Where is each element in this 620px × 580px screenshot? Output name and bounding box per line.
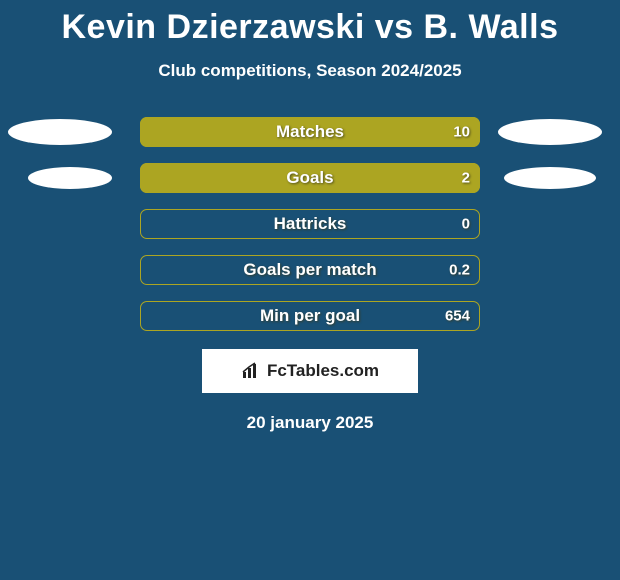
stat-row: Min per goal 654 xyxy=(0,301,620,331)
stat-row: Goals 2 xyxy=(0,163,620,193)
player-a-name: Kevin Dzierzawski xyxy=(61,8,364,46)
stats-area: Matches 10 Goals 2 Hattricks 0 xyxy=(0,117,620,331)
stat-row: Hattricks 0 xyxy=(0,209,620,239)
stat-value: 654 xyxy=(445,308,470,325)
stat-label: Matches xyxy=(276,122,344,142)
stat-row: Matches 10 xyxy=(0,117,620,147)
stat-value: 0 xyxy=(462,216,470,233)
player-a-marker xyxy=(28,167,112,189)
stat-bar: Hattricks 0 xyxy=(140,209,480,239)
stat-bar: Min per goal 654 xyxy=(140,301,480,331)
stat-label: Goals per match xyxy=(243,260,376,280)
stat-value: 10 xyxy=(453,124,470,141)
stat-bar: Goals 2 xyxy=(140,163,480,193)
stat-label: Min per goal xyxy=(260,306,360,326)
stat-bar: Goals per match 0.2 xyxy=(140,255,480,285)
stat-value: 2 xyxy=(462,170,470,187)
bar-chart-icon xyxy=(241,362,263,380)
player-b-name: B. Walls xyxy=(424,8,559,46)
date-text: 20 january 2025 xyxy=(0,413,620,433)
subtitle: Club competitions, Season 2024/2025 xyxy=(0,61,620,81)
stat-label: Goals xyxy=(286,168,333,188)
player-b-marker xyxy=(504,167,596,189)
stat-label: Hattricks xyxy=(274,214,347,234)
logo-box[interactable]: FcTables.com xyxy=(202,349,418,393)
stat-bar: Matches 10 xyxy=(140,117,480,147)
player-b-marker xyxy=(498,119,602,145)
page-title: Kevin Dzierzawski vs B. Walls xyxy=(0,0,620,47)
stat-value: 0.2 xyxy=(449,262,470,279)
player-a-marker xyxy=(8,119,112,145)
vs-text: vs xyxy=(365,8,424,46)
logo: FcTables.com xyxy=(241,361,379,381)
stat-row: Goals per match 0.2 xyxy=(0,255,620,285)
comparison-card: Kevin Dzierzawski vs B. Walls Club compe… xyxy=(0,0,620,580)
logo-text: FcTables.com xyxy=(267,361,379,381)
